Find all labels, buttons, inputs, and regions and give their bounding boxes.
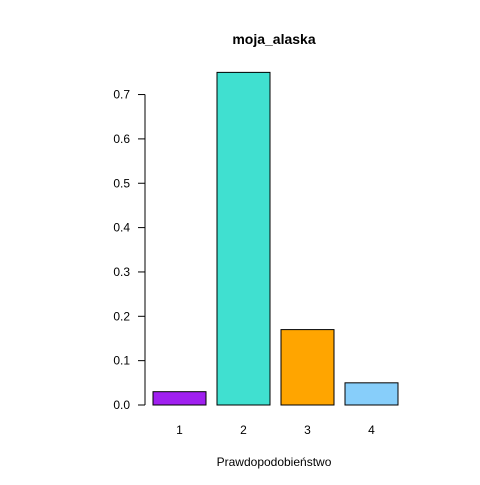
x-tick-label: 1 xyxy=(176,423,183,437)
chart-title: moja_alaska xyxy=(232,31,315,47)
x-tick-label: 2 xyxy=(240,423,247,437)
y-tick-label: 0.6 xyxy=(113,132,130,146)
y-tick-label: 0.1 xyxy=(113,354,130,368)
y-axis: 0.0 0.1 0.2 0.3 0.4 0.5 0.6 0.7 xyxy=(113,88,146,412)
y-tick-label: 0.4 xyxy=(113,221,130,235)
bar-2 xyxy=(216,71,271,406)
bars xyxy=(152,71,399,406)
x-tick-labels: 1 2 3 4 xyxy=(176,423,375,437)
bar-1 xyxy=(152,391,207,406)
bar-4 xyxy=(344,382,399,406)
x-tick-label: 4 xyxy=(368,423,375,437)
y-tick-label: 0.7 xyxy=(113,88,130,102)
y-tick-label: 0.3 xyxy=(113,265,130,279)
y-tick-label: 0.0 xyxy=(113,398,130,412)
bar-3 xyxy=(280,329,335,406)
y-tick-label: 0.2 xyxy=(113,309,130,323)
x-axis-label: Prawdopodobieństwo xyxy=(217,455,332,469)
x-tick-label: 3 xyxy=(304,423,311,437)
y-tick-label: 0.5 xyxy=(113,176,130,190)
